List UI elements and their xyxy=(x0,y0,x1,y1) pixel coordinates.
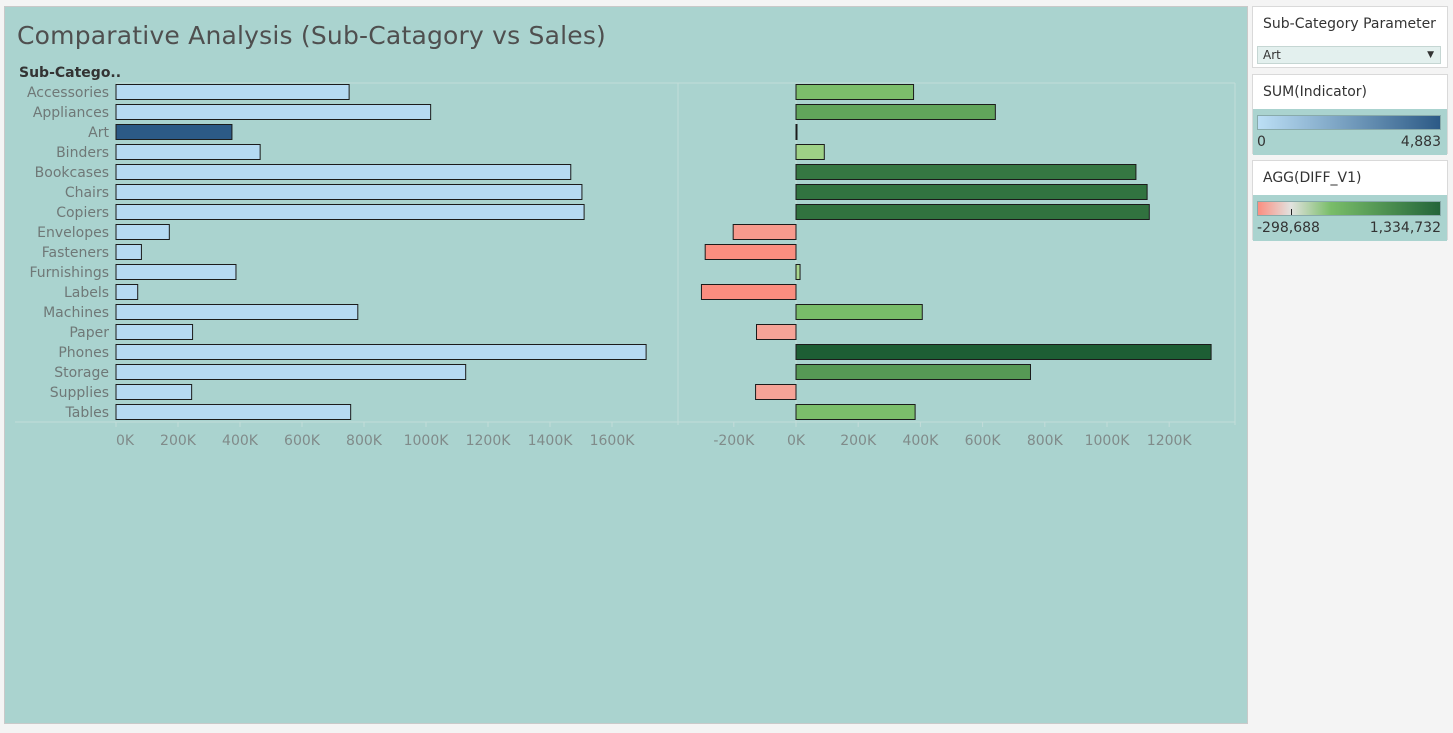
diff-bar[interactable] xyxy=(732,224,797,240)
sales-bar[interactable] xyxy=(115,364,467,380)
category-label: Art xyxy=(88,125,109,141)
dashboard-canvas: Comparative Analysis (Sub-Catagory vs Sa… xyxy=(4,6,1248,724)
x-tick-label: 1200K xyxy=(1147,433,1193,449)
dashboard-title: Comparative Analysis (Sub-Catagory vs Sa… xyxy=(17,21,607,50)
category-label: Tables xyxy=(65,405,110,421)
parameter-title: Sub-Category Parameter xyxy=(1263,16,1436,32)
category-label: Binders xyxy=(56,145,109,161)
sub-category-dropdown[interactable]: Art ▼ xyxy=(1257,46,1441,64)
diff-bar[interactable] xyxy=(795,124,798,140)
sidebar: Sub-Category Parameter Art ▼ SUM(Indicat… xyxy=(1252,6,1448,246)
category-label: Machines xyxy=(43,305,109,321)
row-header: Sub-Catego.. xyxy=(19,65,121,81)
diff-bar[interactable] xyxy=(700,284,797,300)
diff-bar[interactable] xyxy=(755,384,797,400)
diff-bar[interactable] xyxy=(795,364,1031,380)
x-tick-label: 1200K xyxy=(466,433,512,449)
x-tick-label: 800K xyxy=(346,433,383,449)
diff-legend-max: 1,334,732 xyxy=(1369,220,1441,236)
x-tick-label: 800K xyxy=(1027,433,1064,449)
category-label: Storage xyxy=(54,365,109,381)
diff-legend-zero-mark xyxy=(1291,209,1292,215)
x-tick-label: 1000K xyxy=(404,433,450,449)
diff-color-ramp xyxy=(1257,201,1441,216)
category-label: Paper xyxy=(69,325,109,341)
category-label: Envelopes xyxy=(37,225,109,241)
sales-bar[interactable] xyxy=(115,104,432,120)
category-label: Bookcases xyxy=(35,165,109,181)
diff-bar[interactable] xyxy=(795,204,1150,220)
category-label: Supplies xyxy=(50,385,109,401)
x-tick-label: 1400K xyxy=(528,433,574,449)
indicator-legend-body: 0 4,883 xyxy=(1253,109,1447,155)
x-tick-label: 1000K xyxy=(1085,433,1131,449)
x-tick-label: -200K xyxy=(713,433,755,449)
diff-bar[interactable] xyxy=(756,324,797,340)
comparative-chart[interactable]: Sub-Catego.. Accessories Appliances Art Bin… xyxy=(5,7,1249,467)
diff-bar[interactable] xyxy=(795,104,996,120)
diff-bar[interactable] xyxy=(795,164,1137,180)
sales-bar[interactable] xyxy=(115,284,139,300)
sales-bar[interactable] xyxy=(115,164,572,180)
diff-legend-title: AGG(DIFF_V1) xyxy=(1263,170,1362,186)
category-label: Chairs xyxy=(65,185,109,201)
diff-legend-min: -298,688 xyxy=(1257,220,1320,236)
sales-bar[interactable] xyxy=(115,124,233,140)
diff-legend: AGG(DIFF_V1) -298,688 1,334,732 xyxy=(1252,160,1448,241)
diff-bar[interactable] xyxy=(795,84,915,100)
indicator-legend-min: 0 xyxy=(1257,134,1266,150)
x-tick-label: 0K xyxy=(116,433,135,449)
indicator-legend: SUM(Indicator) 0 4,883 xyxy=(1252,74,1448,155)
x-tick-label: 200K xyxy=(840,433,877,449)
indicator-legend-max: 4,883 xyxy=(1400,134,1441,150)
x-tick-label: 200K xyxy=(160,433,197,449)
x-tick-label: 0K xyxy=(787,433,806,449)
diff-bar[interactable] xyxy=(795,264,801,280)
sales-bar[interactable] xyxy=(115,344,647,360)
diff-bar[interactable] xyxy=(795,304,923,320)
diff-bar[interactable] xyxy=(704,244,797,260)
sales-bar[interactable] xyxy=(115,184,583,200)
diff-legend-body: -298,688 1,334,732 xyxy=(1253,195,1447,241)
sales-bar[interactable] xyxy=(115,244,142,260)
sales-bar[interactable] xyxy=(115,324,194,340)
x-tick-label: 600K xyxy=(965,433,1002,449)
category-label: Copiers xyxy=(56,205,109,221)
parameter-card: Sub-Category Parameter Art ▼ xyxy=(1252,6,1448,68)
sales-bar[interactable] xyxy=(115,144,261,160)
sales-bar[interactable] xyxy=(115,224,170,240)
sales-bar[interactable] xyxy=(115,84,350,100)
category-label: Accessories xyxy=(27,85,109,101)
x-tick-label: 1600K xyxy=(590,433,636,449)
dropdown-value: Art xyxy=(1263,48,1281,62)
diff-bar[interactable] xyxy=(795,144,825,160)
x-tick-label: 400K xyxy=(902,433,939,449)
diff-bar[interactable] xyxy=(795,344,1212,360)
sales-bar[interactable] xyxy=(115,404,352,420)
category-label: Labels xyxy=(64,285,109,301)
sales-bar[interactable] xyxy=(115,304,359,320)
sales-bar[interactable] xyxy=(115,384,193,400)
indicator-color-ramp xyxy=(1257,115,1441,130)
dropdown-arrow-icon[interactable]: ▼ xyxy=(1427,50,1434,60)
indicator-legend-title: SUM(Indicator) xyxy=(1263,84,1368,100)
x-tick-label: 400K xyxy=(222,433,259,449)
diff-bar[interactable] xyxy=(795,404,916,420)
sales-bar[interactable] xyxy=(115,204,585,220)
category-label: Furnishings xyxy=(29,265,109,281)
category-label: Fasteners xyxy=(42,245,109,261)
x-tick-label: 600K xyxy=(284,433,321,449)
category-label: Phones xyxy=(58,345,109,361)
sales-bar[interactable] xyxy=(115,264,237,280)
category-label: Appliances xyxy=(33,105,109,121)
diff-bar[interactable] xyxy=(795,184,1148,200)
